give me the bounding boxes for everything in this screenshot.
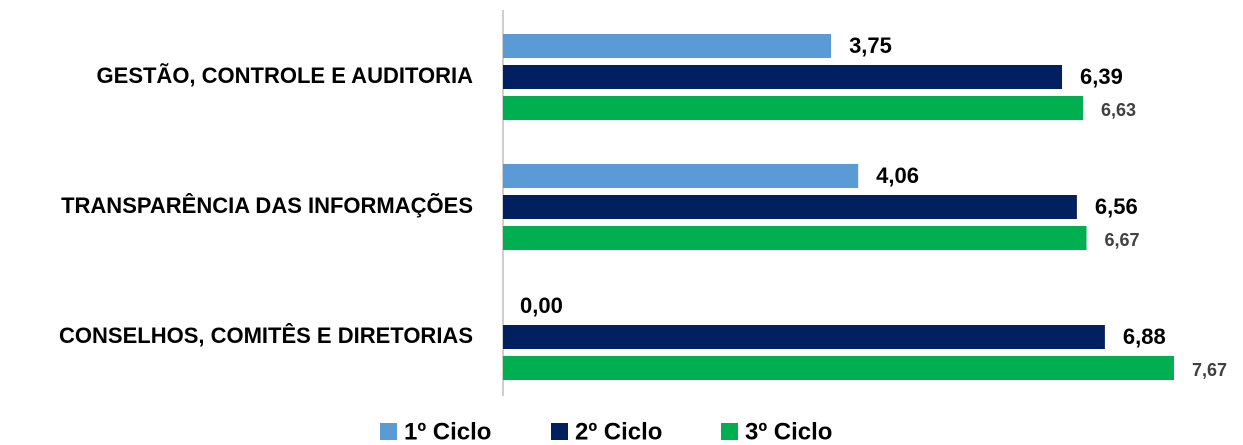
value-label: 6,56 <box>1095 194 1138 219</box>
legend-label: 1º Ciclo <box>404 418 491 445</box>
value-label: 6,67 <box>1105 230 1140 250</box>
value-label: 0,00 <box>520 293 563 318</box>
legend-swatch <box>721 423 738 440</box>
bar <box>503 226 1087 250</box>
value-label: 6,88 <box>1123 324 1166 349</box>
legend-label: 3º Ciclo <box>745 418 832 445</box>
value-label: 6,39 <box>1080 64 1123 89</box>
category-label: GESTÃO, CONTROLE E AUDITORIA <box>97 63 474 88</box>
bar <box>503 96 1084 120</box>
bar <box>503 34 832 58</box>
bar <box>503 164 859 188</box>
legend-swatch <box>551 423 568 440</box>
category-label: CONSELHOS, COMITÊS E DIRETORIAS <box>59 323 473 348</box>
bar <box>503 356 1174 380</box>
value-label: 4,06 <box>876 163 919 188</box>
bar <box>503 325 1105 349</box>
bar <box>503 65 1063 89</box>
legend-swatch <box>380 423 397 440</box>
value-label: 7,67 <box>1192 360 1227 380</box>
category-label: TRANSPARÊNCIA DAS INFORMAÇÕES <box>61 193 473 218</box>
value-label: 3,75 <box>849 33 892 58</box>
value-label: 6,63 <box>1101 100 1136 120</box>
legend-label: 2º Ciclo <box>575 418 662 445</box>
bar <box>503 195 1077 219</box>
